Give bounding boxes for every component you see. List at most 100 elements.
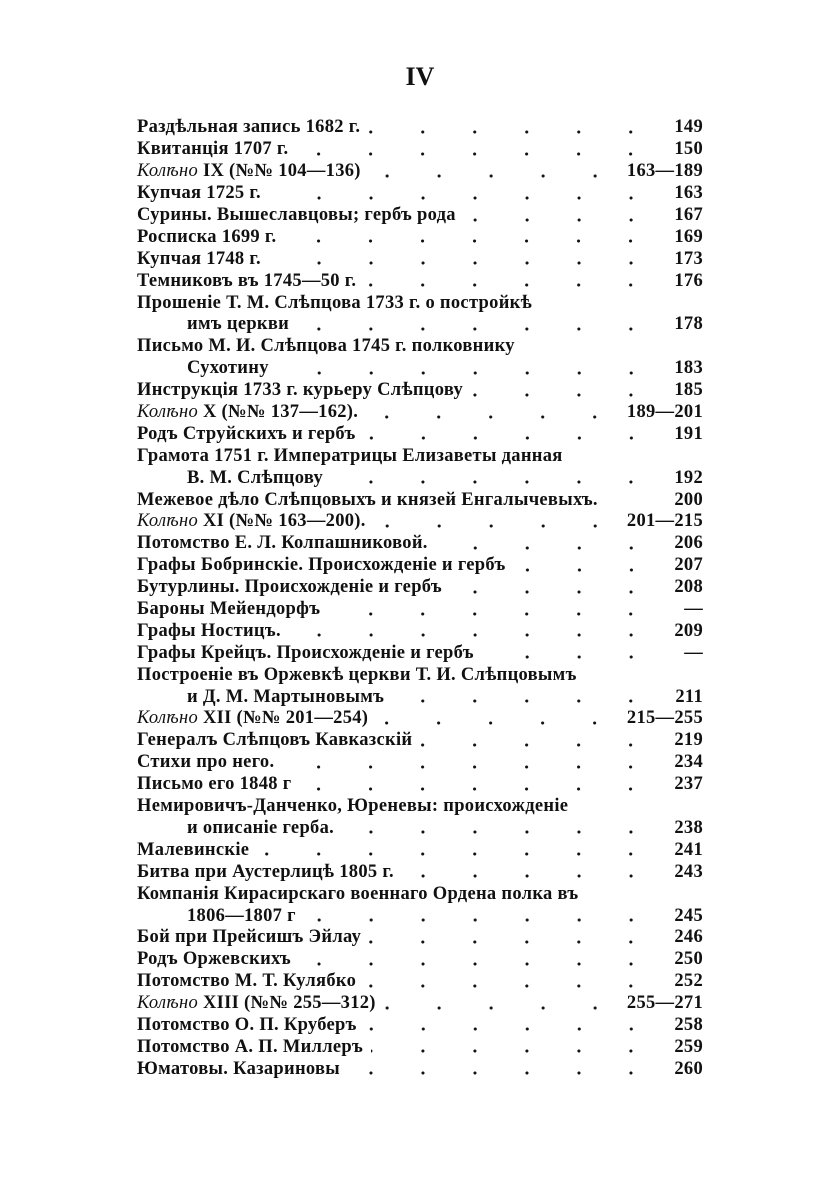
toc-entry-text: Купчая 1748 г. (137, 248, 261, 269)
toc-entry: Родъ Оржевскихъ 250 (137, 949, 703, 971)
toc-entry-page: 245 (674, 905, 703, 926)
toc-entry-title: имъ церкви (137, 314, 289, 335)
toc-entry-title: Потомство Е. Л. Колпашниковой. (137, 533, 428, 554)
toc-entry: Грамота 1751 г. Императрицы Елизаветы да… (137, 445, 703, 467)
table-of-contents: Раздѣльная запись 1682 г. 149 Квитанція 17… (137, 117, 703, 1080)
toc-entry-text: и Д. М. Мартыновымъ (187, 686, 385, 707)
toc-entry-title: Потомство О. П. Круберъ (137, 1015, 357, 1036)
toc-entry-text: Родъ Струйскихъ и гербъ (137, 423, 356, 444)
toc-entry: Графы Бобринскіе. Происхожденіе и гербъ 2… (137, 555, 703, 577)
toc-entry-page: 234 (674, 752, 703, 773)
toc-entry: В. М. Слѣпцову 192 (137, 467, 703, 489)
leader-dots (368, 172, 621, 179)
toc-entry-page: 241 (674, 839, 703, 860)
leader-dots (383, 1004, 621, 1011)
toc-entry-prefix: Колѣно (137, 511, 199, 532)
toc-entry-text: X (№№ 137—162). (198, 402, 359, 423)
toc-entry-text: Потомство М. Т. Кулябко (137, 971, 357, 992)
toc-entry: 1806—1807 г 245 (137, 905, 703, 927)
toc-entry-title: Письмо его 1848 г (137, 774, 291, 795)
toc-entry-page: 167 (674, 205, 703, 225)
toc-entry: Компанія Кирасирскаго военнаго Ордена по… (137, 883, 703, 905)
toc-entry: Графы Крейцъ. Происхожденіе и гербъ — (137, 642, 703, 664)
toc-entry: Построеніе въ Оржевкѣ церкви Т. И. Слѣпц… (137, 664, 703, 686)
toc-entry-page: 169 (674, 226, 703, 247)
toc-entry-text: Битва при Аустерлицѣ 1805 г. (137, 861, 394, 882)
toc-entry-title: Купчая 1725 г. (137, 183, 261, 204)
leader-dots (342, 829, 657, 836)
toc-entry-page: 200 (674, 489, 703, 510)
toc-entry-text: Бутурлины. Происхожденіе и гербъ (137, 577, 442, 598)
toc-entry: имъ церкви 178 (137, 314, 703, 336)
leader-dots (276, 369, 657, 376)
leader-dots (282, 763, 657, 770)
leader-dots (540, 304, 657, 310)
toc-entry-title: Колѣно X (№№ 137—162). (137, 402, 358, 423)
leader-dots (298, 960, 657, 967)
toc-entry-title: Малевинскіе (137, 840, 249, 861)
toc-entry-title: Стихи про него. (137, 752, 274, 773)
leader-dots (369, 938, 657, 945)
leader-dots (449, 588, 657, 595)
toc-entry-page: 260 (674, 1058, 703, 1079)
toc-entry-page: 189—201 (626, 402, 703, 423)
leader-dots (371, 1048, 657, 1055)
toc-entry-page: 207 (674, 555, 703, 576)
toc-entry-page: 149 (674, 117, 703, 138)
toc-entry-title: В. М. Слѣпцову (137, 468, 323, 489)
toc-entry-text: Письмо М. И. Слѣпцова 1745 г. полковнику (137, 336, 515, 357)
toc-entry: Квитанція 1707 г. 150 (137, 139, 703, 161)
leader-dots (364, 982, 657, 989)
toc-entry-page: 192 (674, 467, 703, 488)
toc-entry: и описаніе герба. 238 (137, 818, 703, 840)
toc-entry-title: Бой при Прейсишъ Эйлау (137, 927, 361, 948)
toc-entry-title: Колѣно XIII (№№ 255—312) (137, 993, 376, 1014)
toc-entry-text: Росписка 1699 г. (137, 226, 277, 247)
toc-entry: Прошеніе Т. М. Слѣпцова 1733 г. о постро… (137, 292, 703, 314)
toc-entry-text: Инструкція 1733 г. курьеру Слѣпцову (137, 380, 464, 401)
toc-entry-text: 1806—1807 г (187, 905, 296, 926)
toc-entry: Колѣно IX (№№ 104—136) 163—189 (137, 161, 703, 183)
toc-entry-text: Построеніе въ Оржевкѣ церкви Т. И. Слѣпц… (137, 664, 577, 685)
toc-entry: Стихи про него. 234 (137, 752, 703, 774)
toc-entry-page: 243 (674, 861, 703, 882)
leader-dots (363, 435, 657, 442)
toc-entry-page: 183 (674, 358, 703, 379)
toc-entry-text: Юматовы. Казариновы (137, 1058, 341, 1079)
leader-dots (373, 522, 621, 529)
toc-entry-text: Графы Крейцъ. Происхожденіе и гербъ (137, 642, 474, 663)
toc-entry-text: Компанія Кирасирскаго военнаго Ордена по… (137, 883, 579, 904)
toc-entry-page: — (684, 642, 703, 663)
leader-dots (571, 457, 657, 463)
toc-entry-text: IX (№№ 104—136) (198, 161, 361, 182)
toc-entry: Купчая 1725 г. 163 (137, 183, 703, 205)
toc-entry-title: Грамота 1751 г. Императрицы Елизаветы да… (137, 446, 563, 467)
leader-dots (481, 654, 657, 661)
toc-entry-text: имъ церкви (187, 314, 290, 335)
toc-entry-title: Построеніе въ Оржевкѣ церкви Т. И. Слѣпц… (137, 665, 577, 686)
toc-entry-title: Родъ Струйскихъ и гербъ (137, 424, 356, 445)
toc-entry: Сухотину 183 (137, 358, 703, 380)
leader-dots (328, 610, 657, 617)
leader-dots (586, 895, 657, 901)
leader-dots (268, 260, 657, 267)
toc-entry-title: Бутурлины. Происхожденіе и гербъ (137, 577, 442, 598)
leader-dots (513, 566, 657, 573)
toc-entry-text: Раздѣльная запись 1682 г. (137, 117, 361, 138)
toc-entry-prefix: Колѣно (137, 402, 199, 423)
toc-entry-title: Родъ Оржевскихъ (137, 949, 291, 970)
toc-entry-page: 258 (674, 1014, 703, 1035)
toc-entry: Колѣно XIII (№№ 255—312) 255—271 (137, 993, 703, 1015)
toc-entry-page: 208 (674, 577, 703, 598)
toc-entry: Сурины. Вышеславцовы; гербъ рода 167 (137, 205, 703, 227)
toc-entry-text: Бароны Мейендорфъ (137, 599, 321, 620)
toc-entry: Бароны Мейендорфъ — (137, 599, 703, 621)
toc-entry-text: Квитанція 1707 г. (137, 139, 289, 160)
toc-entry: Росписка 1699 г. 169 (137, 226, 703, 248)
toc-entry-title: и описаніе герба. (137, 818, 334, 839)
toc-entry-text: Бой при Прейсишъ Эйлау (137, 927, 362, 948)
leader-dots (576, 808, 657, 814)
toc-entry-text: Стихи про него. (137, 752, 275, 773)
toc-entry-title: Графы Крейцъ. Происхожденіе и гербъ (137, 643, 474, 664)
toc-entry: Купчая 1748 г. 173 (137, 248, 703, 270)
